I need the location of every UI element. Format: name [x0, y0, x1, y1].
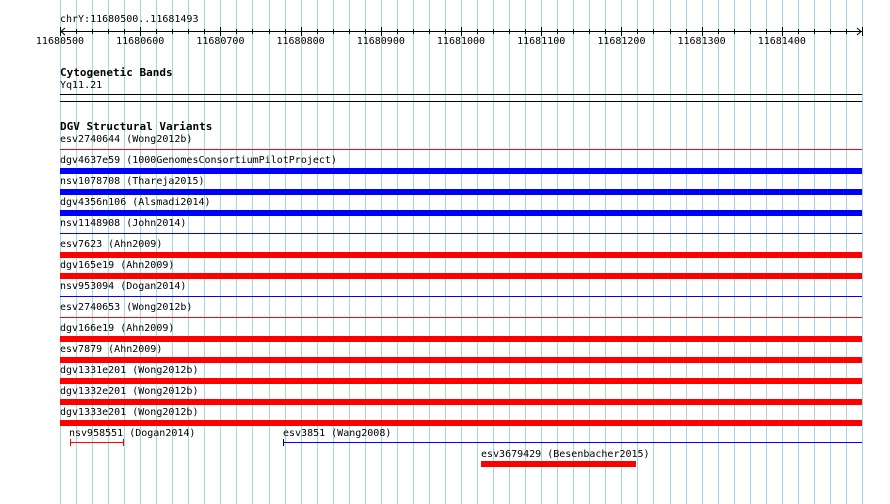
variant-end-cap[interactable]	[70, 439, 71, 446]
ruler-right-arrow	[856, 27, 862, 36]
variant-label[interactable]: nsv958551 (Dogan2014)	[69, 428, 196, 439]
region-label: chrY:11680500..11681493	[60, 14, 199, 25]
cytoband-track-title: Cytogenetic Bands	[60, 66, 173, 79]
variant-bar[interactable]	[60, 233, 862, 234]
variant-bar[interactable]	[60, 317, 862, 318]
variant-label[interactable]: dgv4356n106 (Alsmadi2014)	[60, 197, 211, 208]
variant-label[interactable]: dgv165e19 (Ahn2009)	[60, 260, 175, 271]
variant-label[interactable]: dgv1331e201 (Wong2012b)	[60, 365, 199, 376]
variant-label[interactable]: nsv1148908 (John2014)	[60, 218, 187, 229]
ruler-tick-label: 11680700	[196, 36, 244, 47]
ruler-tick-label: 11681100	[517, 36, 565, 47]
variant-bar[interactable]	[70, 442, 124, 443]
variant-label[interactable]: dgv166e19 (Ahn2009)	[60, 323, 175, 334]
variant-label[interactable]: dgv4637e59 (1000GenomesConsortiumPilotPr…	[60, 155, 337, 166]
variant-label[interactable]: esv3679429 (Besenbacher2015)	[481, 449, 650, 460]
variant-label[interactable]: esv3851 (Wang2008)	[283, 428, 392, 439]
variant-label[interactable]: esv7623 (Ahn2009)	[60, 239, 163, 250]
variant-bar[interactable]	[60, 420, 862, 426]
variant-label[interactable]: nsv953094 (Dogan2014)	[60, 281, 187, 292]
ruler-tick-label: 11680500	[36, 36, 84, 47]
variant-bar[interactable]	[60, 168, 862, 174]
variant-bar[interactable]	[60, 189, 862, 195]
variant-bar[interactable]	[60, 296, 862, 297]
variant-bar[interactable]	[481, 461, 636, 467]
cytoband-bar[interactable]	[60, 94, 862, 95]
variant-label[interactable]: esv2740653 (Wong2012b)	[60, 302, 193, 313]
track-separator	[60, 101, 862, 102]
dgv-track-title: DGV Structural Variants	[60, 120, 213, 133]
variant-label[interactable]: dgv1332e201 (Wong2012b)	[60, 386, 199, 397]
variant-label[interactable]: esv2740644 (Wong2012b)	[60, 134, 193, 145]
variant-bar[interactable]	[60, 378, 862, 384]
variant-end-cap[interactable]	[123, 439, 124, 446]
ruler-tick-label: 11681400	[758, 36, 806, 47]
variant-bar[interactable]	[60, 336, 862, 342]
ruler-tick-label: 11680600	[116, 36, 164, 47]
ruler-tick-label: 11681000	[437, 36, 485, 47]
cytoband-label[interactable]: Yq11.21	[60, 80, 103, 91]
variant-end-cap[interactable]	[283, 439, 284, 446]
ruler-tick-label: 11680900	[357, 36, 405, 47]
ruler-tick-label: 11680800	[277, 36, 325, 47]
variant-bar[interactable]	[283, 442, 862, 443]
ruler-tick-label: 11681200	[597, 36, 645, 47]
variant-bar[interactable]	[60, 357, 862, 363]
variant-label[interactable]: dgv1333e201 (Wong2012b)	[60, 407, 199, 418]
ruler-left-arrow	[60, 27, 66, 36]
coordinate-ruler[interactable]: 11680500 11680600 11680700 11680800 11680900…	[0, 24, 890, 48]
variant-bar[interactable]	[60, 399, 862, 405]
variant-label[interactable]: nsv1078708 (Thareja2015)	[60, 176, 205, 187]
variant-bar[interactable]	[60, 210, 862, 216]
ruler-tick-label: 11681300	[678, 36, 726, 47]
variant-bar[interactable]	[60, 149, 862, 150]
variant-bar[interactable]	[60, 252, 862, 258]
variant-label[interactable]: esv7879 (Ahn2009)	[60, 344, 163, 355]
variant-bar[interactable]	[60, 273, 862, 279]
